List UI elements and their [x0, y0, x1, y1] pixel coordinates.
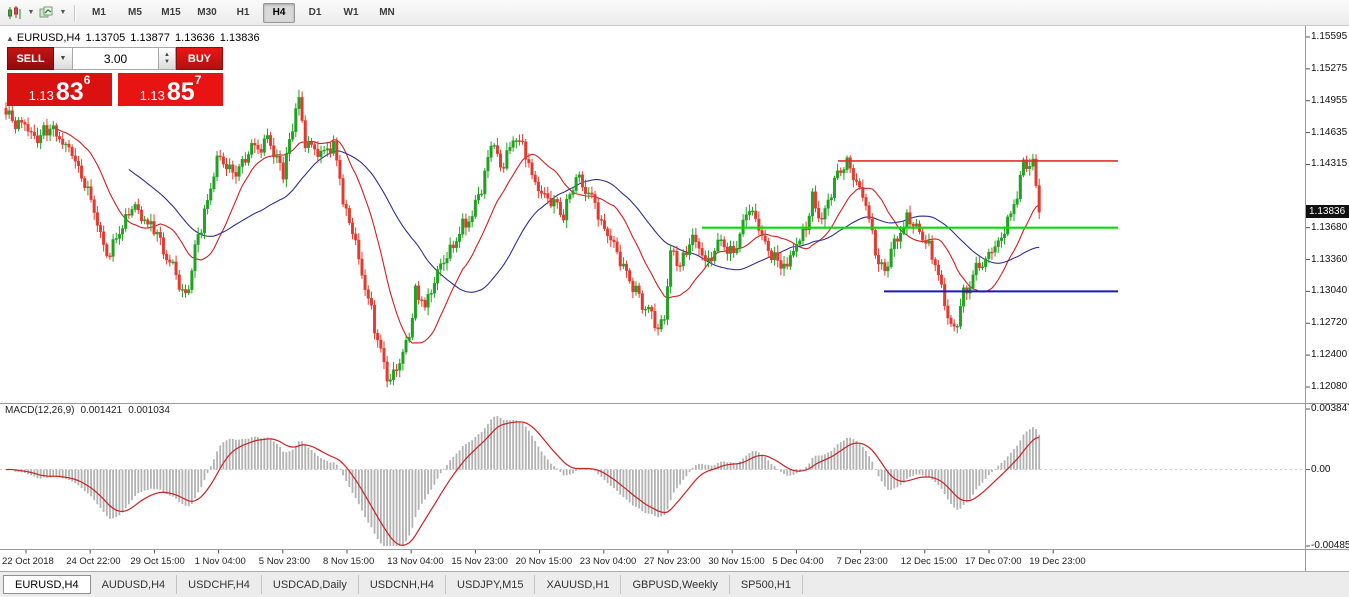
price-axis-label: 1.15595: [1311, 31, 1348, 42]
timeframe-button-h1[interactable]: H1: [236, 7, 250, 18]
price-axis-label: 1.13360: [1311, 253, 1348, 265]
spinner-down-icon[interactable]: ▼: [164, 58, 170, 65]
sell-price-main: 83: [55, 77, 84, 106]
price-axis-label: 1.15275: [1311, 62, 1348, 74]
buy-button[interactable]: BUY: [176, 47, 223, 70]
time-axis-label: 22 Oct 2018: [2, 556, 54, 567]
time-axis-label: 20 Nov 15:00: [515, 556, 573, 567]
timeframe-button-w1[interactable]: W1: [343, 7, 359, 18]
top-toolbar: ▼ ▼ M1 M5 M15 M30 H1 H4 D1 W1 MN: [0, 0, 1349, 26]
toolbar-separator: [74, 4, 75, 21]
volume-dropdown-button[interactable]: ▼: [54, 47, 73, 70]
time-axis-label: 7 Dec 23:00: [836, 556, 888, 567]
time-axis-label: 8 Nov 15:00: [323, 556, 375, 567]
chart-area: ▲ EURUSD,H4 1.13705 1.13877 1.13636 1.13836 S…: [0, 26, 1349, 571]
chart-tab-usdcnh-h4[interactable]: USDCNH,H4: [359, 575, 447, 594]
sell-price-pip: 6: [83, 73, 91, 87]
chart-tab-eurusd-h4[interactable]: EURUSD,H4: [3, 575, 91, 594]
timeframe-button-h4[interactable]: H4: [263, 2, 295, 23]
chart-tab-usdchf-h4[interactable]: USDCHF,H4: [177, 575, 262, 594]
macd-signal-value: 0.001034: [128, 405, 170, 416]
price-axis-label: 1.14635: [1311, 126, 1348, 138]
chart-ohlc-header: ▲ EURUSD,H4 1.13705 1.13877 1.13636 1.13836: [6, 32, 265, 44]
time-axis-label: 29 Oct 15:00: [130, 556, 185, 567]
price-axis-label: 1.12720: [1311, 317, 1348, 329]
ohlc-high: 1.13877: [130, 32, 171, 44]
time-axis-label: 13 Nov 04:00: [387, 556, 444, 567]
macd-axis-top: 0.003847: [1311, 403, 1349, 414]
volume-spinner[interactable]: ▲ ▼: [159, 47, 176, 70]
timeframe-button-d1[interactable]: D1: [308, 7, 322, 18]
candlestick-mini-icon: [8, 5, 21, 19]
price-axis-label: 1.13040: [1311, 285, 1348, 297]
time-axis-label: 24 Oct 22:00: [66, 556, 121, 567]
ohlc-low: 1.13636: [175, 32, 215, 44]
time-axis-label: 17 Dec 07:00: [965, 556, 1022, 567]
buy-price-pip: 7: [194, 73, 202, 87]
chart-type-dropdown[interactable]: ▼: [27, 9, 35, 16]
price-chart-canvas[interactable]: [0, 26, 1349, 571]
chart-symbol-label: EURUSD,H4: [16, 32, 81, 44]
macd-name: MACD(12,26,9): [5, 405, 75, 416]
time-axis-label: 1 Nov 04:00: [194, 556, 246, 567]
chart-tab-xauusd-h1[interactable]: XAUUSD,H1: [535, 575, 622, 594]
timeframe-button-m1[interactable]: M1: [92, 7, 106, 18]
one-click-trading-panel: SELL ▼ 3.00 ▲ ▼ BUY 1.13 83 6 1.13 85: [7, 47, 223, 106]
spinner-up-icon[interactable]: ▲: [164, 51, 170, 58]
current-price-badge: 1.13836: [1306, 205, 1349, 219]
price-axis-label: 1.14955: [1311, 94, 1348, 106]
chart-tab-audusd-h4[interactable]: AUDUSD,H4: [91, 575, 178, 594]
sell-price-prefix: 1.13: [28, 87, 54, 103]
macd-main-value: 0.001421: [80, 405, 123, 416]
buy-price-main: 85: [166, 77, 195, 106]
time-axis-label: 19 Dec 23:00: [1029, 556, 1086, 567]
time-axis-label: 5 Dec 04:00: [772, 556, 824, 567]
timeframe-button-m15[interactable]: M15: [161, 7, 181, 18]
time-axis-label: 23 Nov 04:00: [579, 556, 637, 567]
sell-button[interactable]: SELL: [7, 47, 54, 70]
time-axis-label: 12 Dec 15:00: [900, 556, 958, 567]
time-axis-label: 30 Nov 15:00: [708, 556, 765, 567]
trade-prices-row: 1.13 83 6 1.13 85 7: [7, 73, 223, 106]
chart-tab-sp500-h1[interactable]: SP500,H1: [730, 575, 803, 594]
macd-axis-zero: 0.00: [1311, 463, 1331, 475]
macd-indicator-label: MACD(12,26,9) 0.001421 0.001034: [5, 405, 176, 416]
indicators-mini-icon: [39, 6, 53, 17]
sell-price-box[interactable]: 1.13 83 6: [7, 73, 112, 106]
chart-tabs-bar: EURUSD,H4 AUDUSD,H4 USDCHF,H4 USDCAD,Daily U…: [0, 571, 1349, 597]
timeframe-buttons: M1 M5 M15 M30 H1 H4 D1 W1 MN: [81, 2, 405, 23]
timeframe-button-m30[interactable]: M30: [197, 7, 217, 18]
price-axis-label: 1.12400: [1311, 349, 1348, 361]
indicators-icon[interactable]: [36, 3, 58, 23]
price-axis-label: 1.14315: [1311, 158, 1348, 170]
chart-tab-gbpusd-weekly[interactable]: GBPUSD,Weekly: [621, 575, 730, 594]
price-axis-label: 1.13680: [1311, 221, 1348, 233]
time-axis-label: 15 Nov 23:00: [451, 556, 508, 567]
buy-price-box[interactable]: 1.13 85 7: [118, 73, 223, 106]
ohlc-open: 1.13705: [85, 32, 126, 44]
chart-tab-usdjpy-m15[interactable]: USDJPY,M15: [446, 575, 536, 594]
volume-input[interactable]: 3.00: [73, 47, 159, 70]
timeframe-button-m5[interactable]: M5: [128, 7, 142, 18]
chart-tab-usdcad-daily[interactable]: USDCAD,Daily: [262, 575, 359, 594]
symbol-marker-icon: ▲: [6, 34, 14, 43]
indicators-dropdown[interactable]: ▼: [59, 9, 67, 16]
buy-price-prefix: 1.13: [139, 87, 165, 103]
price-axis-label: 1.12080: [1311, 380, 1348, 392]
macd-axis-bottom: -0.004856: [1311, 540, 1349, 551]
trade-controls-row: SELL ▼ 3.00 ▲ ▼ BUY: [7, 47, 223, 70]
time-axis-label: 5 Nov 23:00: [258, 556, 311, 567]
chart-type-icon[interactable]: [4, 3, 26, 23]
ohlc-close: 1.13836: [219, 32, 260, 44]
timeframe-button-mn[interactable]: MN: [379, 7, 395, 18]
time-axis-label: 27 Nov 23:00: [644, 556, 701, 567]
